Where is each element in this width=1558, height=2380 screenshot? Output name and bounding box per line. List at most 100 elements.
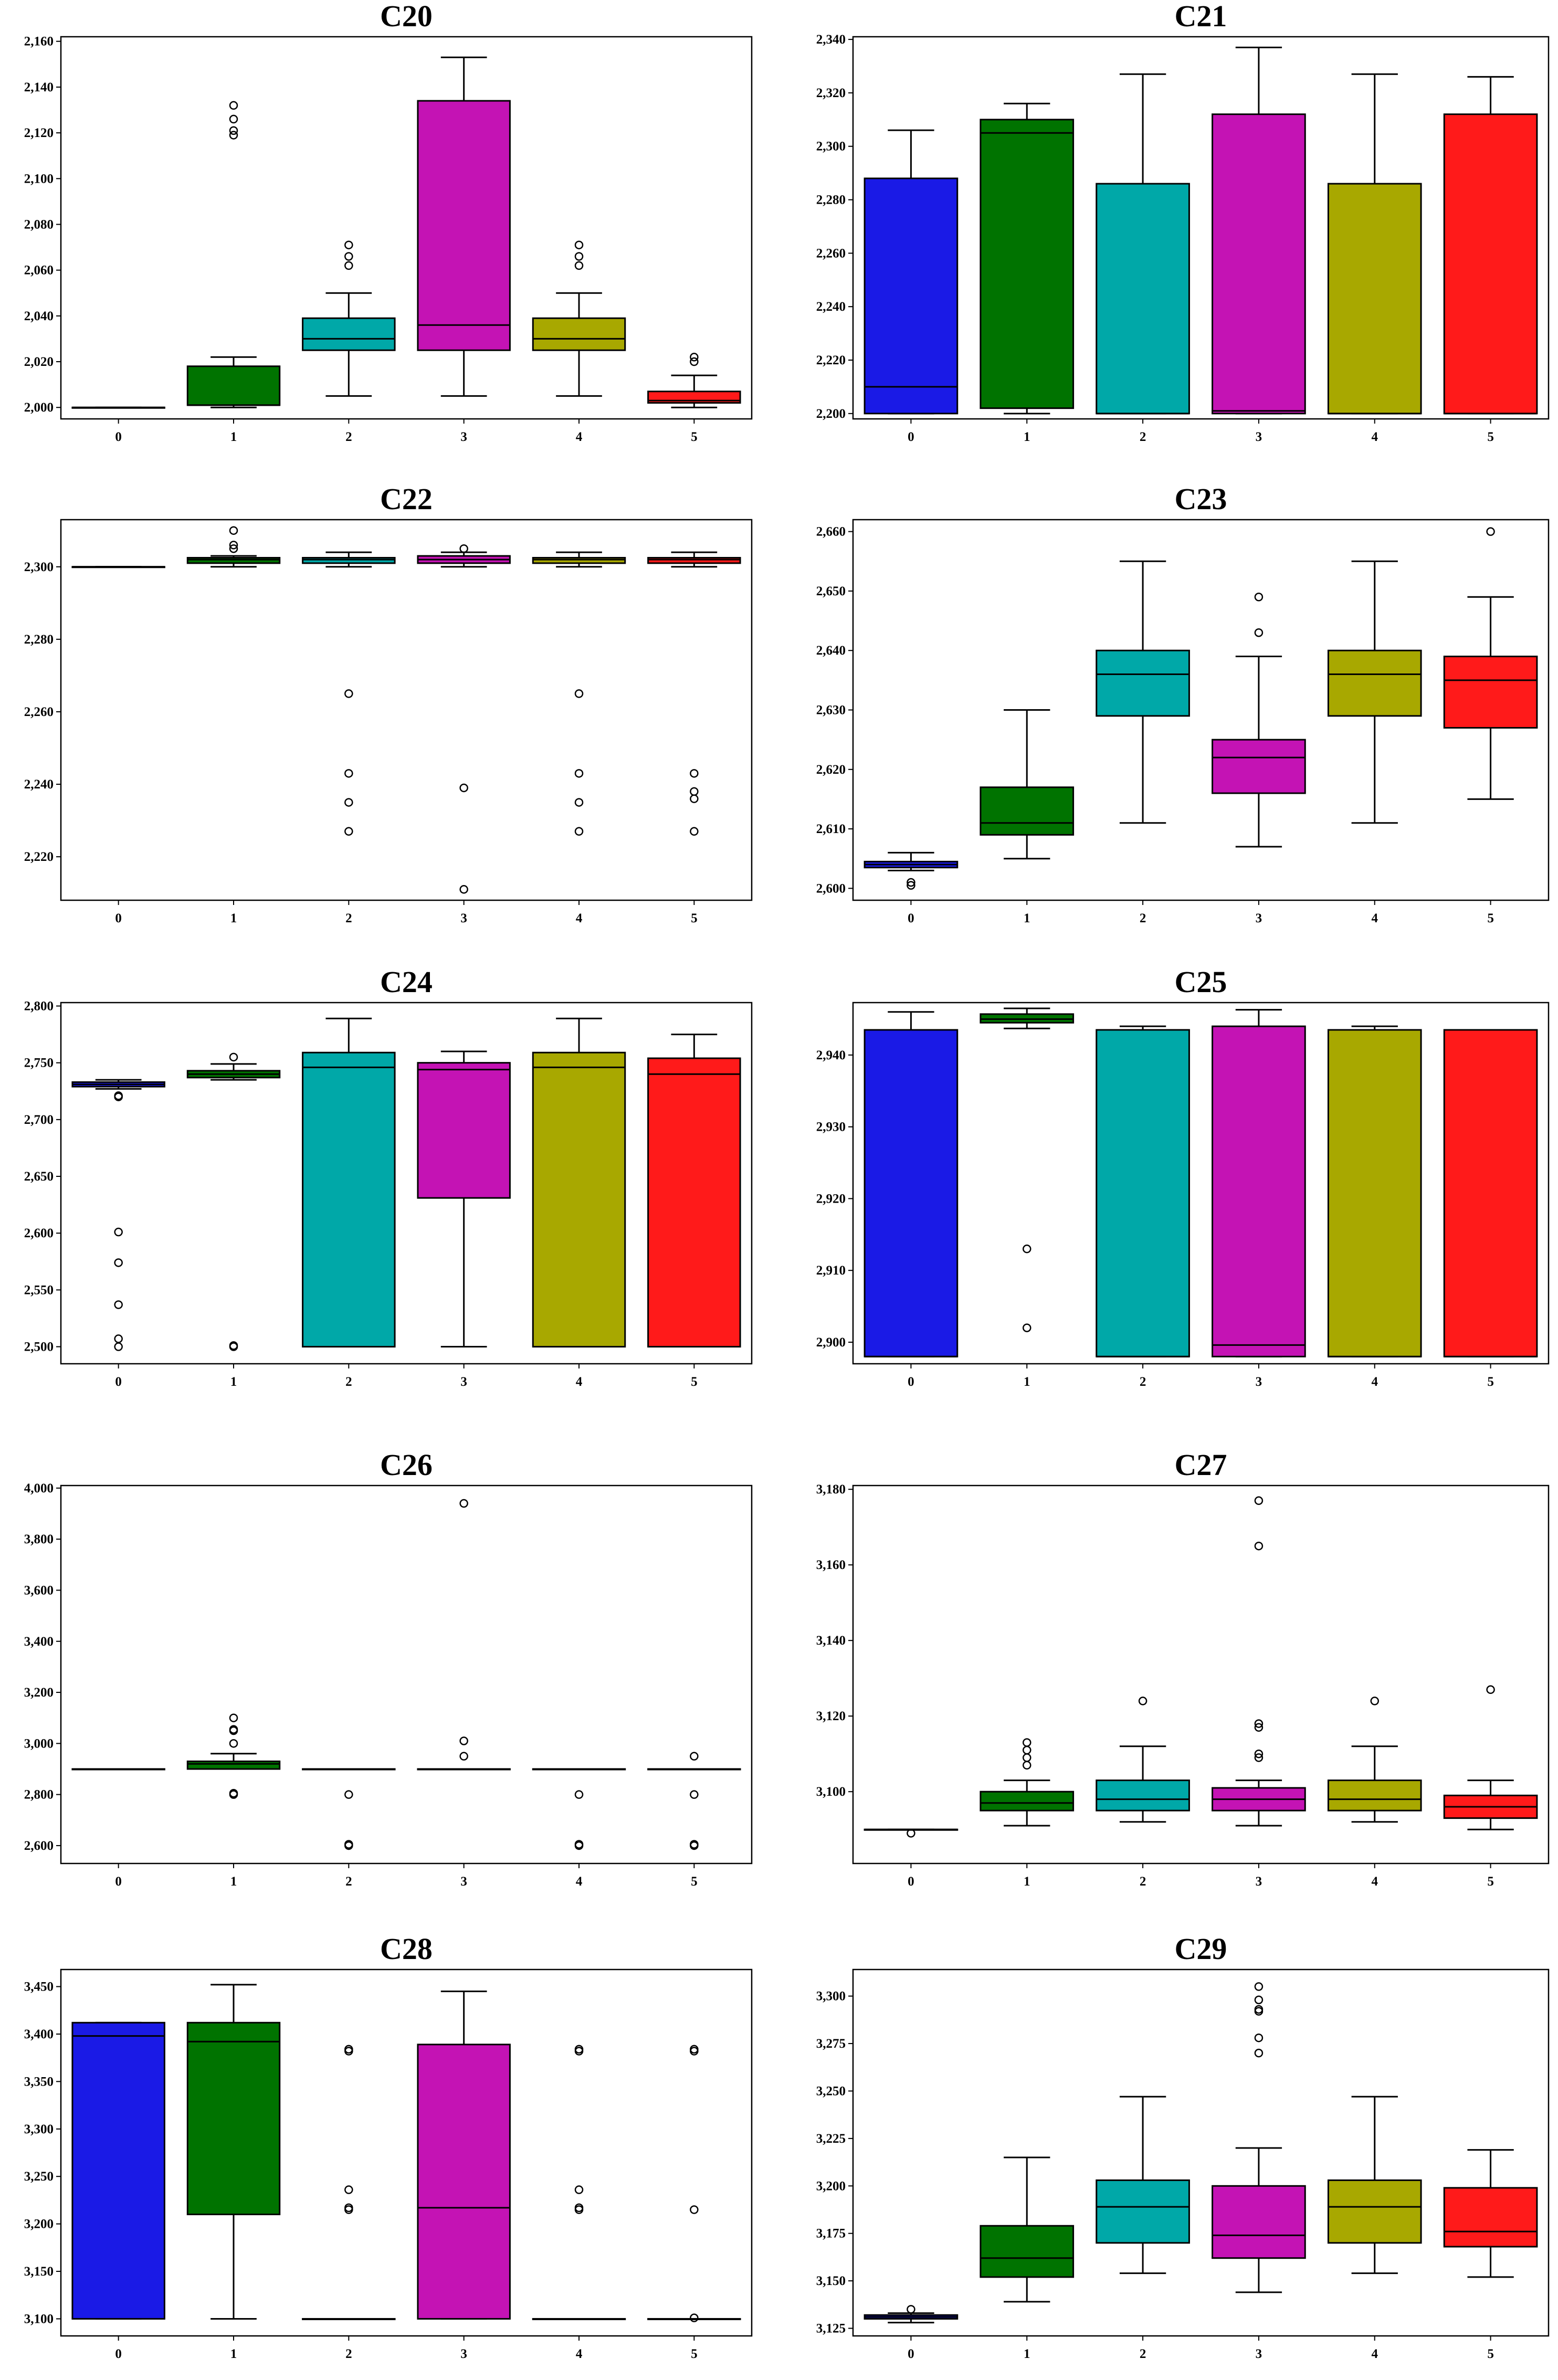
- outlier-point: [907, 1829, 915, 1838]
- y-tick-label: 3,200: [24, 2217, 54, 2231]
- box-body: [186, 365, 281, 406]
- outlier-point: [229, 544, 238, 553]
- outlier-point: [574, 1790, 584, 1799]
- box-body: [1096, 183, 1190, 415]
- outlier-point: [229, 1788, 238, 1798]
- x-tick-label: 0: [908, 430, 914, 444]
- box-1: [186, 1052, 281, 1351]
- x-tick-label: 5: [691, 1375, 698, 1389]
- y-tick-label: 3,250: [816, 2084, 846, 2098]
- box-4: [1327, 2095, 1422, 2274]
- outlier-point: [459, 544, 468, 553]
- x-tick-label: 3: [460, 430, 467, 444]
- box-0: [864, 1828, 959, 1838]
- x-tick-label: 2: [345, 2347, 352, 2361]
- outlier-point: [1254, 1496, 1264, 1505]
- x-tick-label: 3: [460, 1874, 467, 1889]
- outlier-point: [1023, 1244, 1031, 1254]
- y-tick-label: 3,180: [816, 1482, 846, 1497]
- box-0: [864, 1011, 959, 1357]
- y-tick-label: 2,610: [816, 822, 846, 836]
- y-tick-label: 2,600: [816, 881, 846, 896]
- y-tick-label: 3,160: [816, 1558, 846, 1572]
- y-tick-label: 2,300: [24, 560, 54, 574]
- chart-title: C22: [380, 482, 433, 516]
- box-body: [980, 2225, 1075, 2278]
- outlier-point: [690, 1752, 699, 1761]
- outlier-point: [574, 1840, 584, 1849]
- outlier-point: [344, 798, 353, 807]
- outlier-point: [459, 1499, 468, 1508]
- box-5: [647, 2045, 741, 2322]
- box-4: [1327, 1697, 1422, 1823]
- outlier-point: [1370, 1697, 1379, 1705]
- chart-title: C25: [1175, 965, 1227, 999]
- box-body: [186, 557, 281, 564]
- outlier-point: [574, 2185, 584, 2194]
- x-tick-label: 0: [908, 1375, 914, 1389]
- x-tick-label: 2: [345, 430, 352, 444]
- x-tick-label: 1: [230, 2347, 237, 2361]
- outlier-point: [344, 1840, 353, 1849]
- outlier-point: [1023, 1761, 1031, 1770]
- x-tick-label: 5: [1487, 1874, 1494, 1889]
- box-2: [1096, 2095, 1190, 2274]
- plot-frame: [852, 36, 1550, 420]
- y-tick-label: 2,080: [24, 217, 54, 231]
- box-4: [1327, 73, 1422, 415]
- box-3: [417, 56, 511, 397]
- y-tick-label: 3,140: [816, 1634, 846, 1648]
- x-tick-label: 2: [1140, 430, 1146, 444]
- box-2: [302, 2045, 396, 2320]
- y-tick-label: 3,120: [816, 1709, 846, 1723]
- y-tick-label: 2,280: [24, 633, 54, 647]
- plot-frame: [60, 519, 753, 901]
- x-tick-label: 4: [576, 430, 583, 444]
- outlier-point: [1254, 2048, 1264, 2058]
- y-tick-label: 2,040: [24, 309, 54, 323]
- x-tick-label: 0: [115, 2347, 122, 2361]
- box-2: [1096, 73, 1190, 415]
- chart-title: C23: [1175, 482, 1227, 516]
- box-body: [532, 1051, 626, 1348]
- y-tick-label: 3,275: [816, 2037, 846, 2051]
- box-4: [1327, 1025, 1422, 1357]
- chart-title: C24: [380, 965, 433, 999]
- box-body: [1327, 1779, 1422, 1812]
- box-2: [302, 240, 396, 397]
- box-1: [980, 2156, 1075, 2303]
- outlier-point: [690, 357, 699, 366]
- y-tick-label: 2,220: [816, 353, 846, 367]
- plot-frame: [852, 1002, 1550, 1365]
- chart-panel-c24: C24 2,500 2,550 2,600 2,650 2,700 2,750 2,800 0 1…: [24, 965, 753, 1389]
- outlier-point: [690, 353, 699, 362]
- y-tick-label: 3,100: [24, 2312, 54, 2326]
- y-tick-label: 2,550: [24, 1283, 54, 1297]
- outlier-point: [229, 1052, 238, 1062]
- y-tick-label: 3,200: [816, 2179, 846, 2193]
- y-tick-label: 2,930: [816, 1120, 846, 1134]
- box-body: [417, 100, 511, 351]
- outlier-point: [1254, 1719, 1264, 1728]
- x-tick-label: 1: [230, 1375, 237, 1389]
- chart-title: C29: [1175, 1932, 1227, 1966]
- y-tick-label: 2,200: [816, 407, 846, 421]
- outlier-point: [1254, 1723, 1264, 1732]
- box-0: [864, 851, 959, 890]
- outlier-point: [229, 1739, 238, 1748]
- outlier-point: [574, 2045, 584, 2054]
- y-tick-label: 3,800: [24, 1532, 54, 1546]
- outlier-point: [690, 794, 699, 803]
- y-tick-label: 2,340: [816, 33, 846, 47]
- box-3: [1212, 593, 1306, 848]
- y-tick-label: 3,100: [816, 1785, 846, 1799]
- y-tick-label: 2,120: [24, 126, 54, 140]
- chart-panel-c23: C23 2,600 2,610 2,620 2,630 2,640 2,650 2,660 0 1…: [816, 482, 1550, 925]
- y-tick-label: 2,060: [24, 264, 54, 278]
- x-tick-label: 1: [230, 911, 237, 925]
- box-body: [980, 786, 1075, 836]
- box-0: [71, 1768, 165, 1771]
- box-0: [71, 2021, 165, 2320]
- y-tick-label: 2,650: [24, 1170, 54, 1184]
- box-4: [532, 551, 626, 836]
